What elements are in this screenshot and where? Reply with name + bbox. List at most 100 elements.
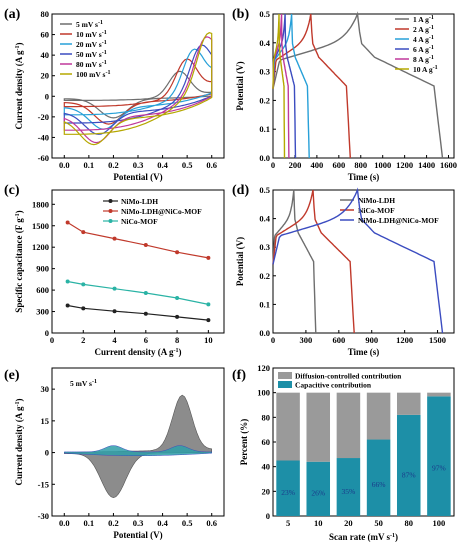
data-point <box>65 279 70 284</box>
data-point <box>206 255 211 260</box>
x-tick-label: 0.4 <box>157 518 168 528</box>
y-tick-label: 0 <box>45 448 49 458</box>
series-line <box>67 280 209 305</box>
y-tick-label: 1200 <box>32 242 49 252</box>
y-tick-label: 900 <box>36 264 49 274</box>
x-tick-label: 0.6 <box>206 160 217 170</box>
y-tick-label: 0.4 <box>259 214 270 224</box>
y-tick-label: 0 <box>45 91 49 101</box>
y-tick-label: 0.0 <box>259 328 270 338</box>
y-tick-label: 40 <box>41 50 50 60</box>
y-tick-label: 80 <box>262 412 271 422</box>
bar-capacitive <box>306 461 331 516</box>
y-tick-label: -40 <box>38 132 49 142</box>
plot-frame <box>51 189 225 334</box>
x-tick-label: 10 <box>204 335 213 345</box>
y-tick-label: 40 <box>262 462 271 472</box>
legend-swatch <box>278 381 292 388</box>
x-tick-label: 20 <box>344 518 353 528</box>
x-axis-label: Time (s) <box>348 347 380 357</box>
bar-diffusion <box>306 392 331 462</box>
y-axis-label: Current density (A g-1) <box>14 398 24 485</box>
x-tick-label: 0.5 <box>182 160 193 170</box>
legend-label: 2 A g-1 <box>413 25 434 34</box>
legend-label: 10 A g-1 <box>413 65 438 74</box>
y-tick-label: 0.5 <box>259 185 270 195</box>
x-tick-label: 600 <box>332 160 345 170</box>
legend-label: 6 A g-1 <box>413 45 434 54</box>
x-axis-label: Potential (V) <box>113 172 162 182</box>
bar-diffusion <box>276 392 300 461</box>
x-tick-label: 1400 <box>418 160 435 170</box>
capacitive-area <box>64 445 212 456</box>
x-tick-label: 0.3 <box>133 518 144 528</box>
y-tick-label: -60 <box>38 153 49 163</box>
y-tick-label: 0.3 <box>259 242 270 252</box>
bar-data-label: 87% <box>402 471 416 480</box>
data-point <box>206 302 211 307</box>
legend-swatch <box>278 372 292 379</box>
gcd-curve <box>272 189 355 334</box>
y-tick-label: 80 <box>41 9 50 19</box>
y-axis-label: Percent (%) <box>239 419 249 466</box>
x-tick-label: 50 <box>374 518 383 528</box>
data-point <box>143 311 148 316</box>
y-tick-label: 100 <box>257 388 270 398</box>
x-tick-label: 6 <box>144 335 148 345</box>
y-tick-label: 1500 <box>32 221 49 231</box>
x-tick-label: 1200 <box>396 160 413 170</box>
y-tick-label: 60 <box>262 437 271 447</box>
panel-e: 0.0 0.1 0.2 0.3 0.4 0.5 0.6 -30 -15 0 15 30 (e) Poten… <box>4 367 225 540</box>
gcd-curve <box>272 187 444 334</box>
legend-label: 80 mV s-1 <box>76 60 107 69</box>
plot-frame <box>272 367 455 517</box>
data-point <box>65 220 70 225</box>
y-tick-label: -15 <box>38 479 49 489</box>
panel-letter: (a) <box>4 7 21 22</box>
gcd-curve <box>272 13 297 159</box>
y-tick-label: 0.2 <box>259 271 270 281</box>
data-point <box>175 314 180 319</box>
y-tick-label: 0.1 <box>259 299 270 309</box>
legend-label: NiMo-LDH@NiCo-MOF <box>121 207 202 216</box>
legend-label: 100 mV s-1 <box>76 70 110 79</box>
gcd-curve <box>272 11 444 159</box>
legend-label: 1 A g-1 <box>413 15 434 24</box>
x-tick-label: 0.2 <box>108 518 119 528</box>
y-tick-label: 0.0 <box>259 153 270 163</box>
data-point <box>81 230 86 235</box>
legend-marker <box>108 209 113 213</box>
legend-label: Capacitive contribution <box>295 381 372 390</box>
x-tick-label: 900 <box>365 335 378 345</box>
panel-letter: (b) <box>232 7 249 22</box>
x-tick-label: 400 <box>311 160 324 170</box>
x-tick-label: 200 <box>289 160 302 170</box>
legend-label: 4 A g-1 <box>413 35 434 44</box>
panel-letter: (f) <box>232 368 246 383</box>
data-point <box>143 290 148 295</box>
x-tick-label: 0.0 <box>59 518 70 528</box>
panel-a: 0.0 0.1 0.2 0.3 0.4 0.5 0.6 -60 -40 -20 0 20 40 60 80 (… <box>4 7 225 182</box>
bar-data-label: 35% <box>342 487 356 496</box>
data-point <box>112 236 117 241</box>
x-tick-label: 600 <box>332 335 345 345</box>
bar-diffusion <box>336 392 361 459</box>
panel-letter: (e) <box>4 368 20 383</box>
bar-capacitive <box>336 458 361 516</box>
x-axis-label: Current density (A g-1) <box>94 347 181 357</box>
bar-diffusion <box>366 392 391 440</box>
x-tick-label: 80 <box>405 518 414 528</box>
y-axis-label: Potential (V) <box>235 61 245 110</box>
data-point <box>143 243 148 248</box>
x-tick-label: 800 <box>354 160 367 170</box>
y-tick-label: -20 <box>38 112 49 122</box>
bar-diffusion <box>396 392 421 415</box>
x-tick-label: 1000 <box>374 160 391 170</box>
y-tick-label: 300 <box>36 307 49 317</box>
x-tick-label: 0.3 <box>133 160 144 170</box>
y-tick-label: -30 <box>38 511 49 521</box>
y-tick-label: 0 <box>45 328 49 338</box>
y-tick-label: 20 <box>41 71 50 81</box>
y-tick-label: 0 <box>266 511 270 521</box>
